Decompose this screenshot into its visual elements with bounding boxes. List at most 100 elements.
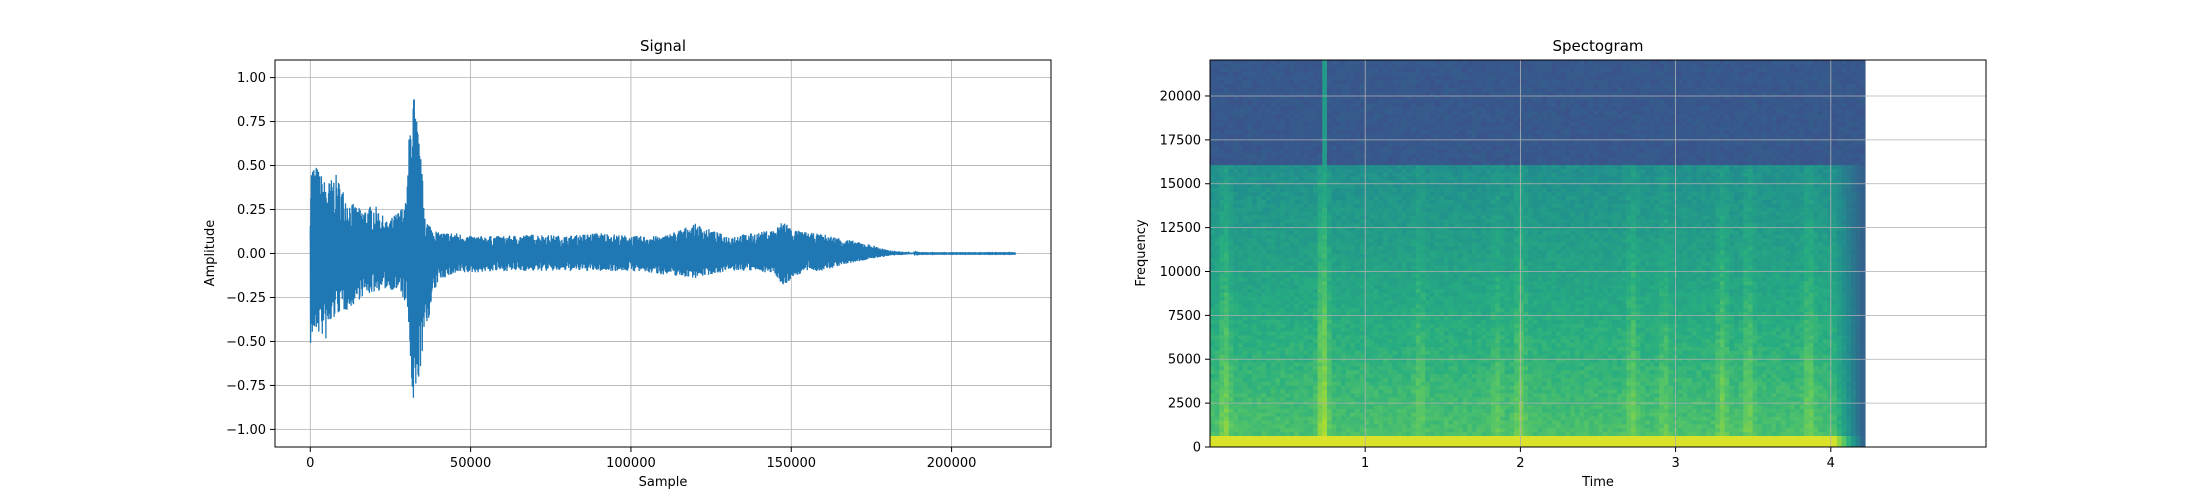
spectrogram-cell xyxy=(1233,125,1239,131)
spectrogram-cell xyxy=(1266,261,1272,266)
spectrogram-cell xyxy=(1415,261,1422,266)
spectrogram-cell xyxy=(1425,110,1431,115)
spectrogram-cell xyxy=(1340,203,1347,208)
spectrogram-cell xyxy=(1355,249,1361,255)
spectrogram-cell xyxy=(1294,292,1300,297)
spectrogram-cell xyxy=(1252,172,1258,177)
signal-x-tick-label: 50000 xyxy=(450,456,491,471)
spectrogram-cell xyxy=(1406,245,1412,251)
spectrogram-cell xyxy=(1247,79,1253,84)
spectrogram-cell xyxy=(1317,118,1323,123)
spectrogram-cell xyxy=(1411,303,1417,309)
spectrogram-cell xyxy=(1345,323,1351,328)
spectrogram-cell xyxy=(1312,323,1319,328)
spectrogram-cell xyxy=(1256,114,1263,119)
spectrogram-cell xyxy=(1256,118,1263,123)
spectrogram-cell xyxy=(1312,373,1319,378)
spectrogram-cell xyxy=(1266,288,1272,293)
spectrogram-cell xyxy=(1331,315,1337,320)
spectrogram-cell xyxy=(1369,296,1375,301)
spectrogram-cell xyxy=(1317,102,1323,108)
spectrogram-cell xyxy=(1331,218,1337,224)
spectrogram-cell xyxy=(1289,388,1295,394)
spectrogram-cell xyxy=(1350,443,1356,447)
spectrogram-cell xyxy=(1242,106,1249,111)
spectrogram-cell xyxy=(1397,435,1403,440)
spectrogram-cell xyxy=(1224,284,1230,289)
spectrogram-cell xyxy=(1210,75,1216,80)
spectrogram-cell xyxy=(1256,110,1263,115)
spectrogram-cell xyxy=(1261,404,1267,409)
spectrogram-cell xyxy=(1298,118,1305,123)
spectrogram-cell xyxy=(1252,369,1258,375)
spectrogram-cell xyxy=(1411,296,1417,301)
spectrogram-cell xyxy=(1210,303,1216,309)
spectrogram-cell xyxy=(1247,199,1253,204)
spectrogram-cell xyxy=(1224,342,1230,347)
spectrogram-cell xyxy=(1331,404,1337,409)
spectrogram-cell xyxy=(1411,183,1417,189)
spectrogram-cell xyxy=(1425,249,1431,255)
spectrogram-cell xyxy=(1326,323,1333,328)
spectrogram-cell xyxy=(1355,141,1361,146)
spectrogram-cell xyxy=(1411,60,1417,65)
spectrogram-cell xyxy=(1387,245,1394,251)
spectrogram-cell xyxy=(1425,203,1431,208)
spectrogram-cell xyxy=(1411,292,1417,297)
spectrogram-cell xyxy=(1420,207,1426,212)
spectrogram-cell xyxy=(1406,160,1412,166)
spectrogram-cell xyxy=(1359,210,1365,216)
spectrogram-cell xyxy=(1228,83,1234,88)
spectrogram-cell xyxy=(1261,311,1267,317)
spectrogram-cell xyxy=(1317,439,1323,444)
spectrogram-cell xyxy=(1238,203,1244,208)
spectrogram-cell xyxy=(1420,195,1426,200)
spectrogram-cell xyxy=(1214,210,1220,216)
spectrogram-cell xyxy=(1397,214,1403,220)
spectrogram-cell xyxy=(1364,114,1370,119)
spectrogram-cell xyxy=(1303,412,1309,417)
spectrogram-cell xyxy=(1411,323,1417,328)
spectrogram-cell xyxy=(1233,149,1239,154)
spectrogram-cell xyxy=(1415,238,1422,243)
spectrogram-cell xyxy=(1270,149,1277,154)
spectrogram-cell xyxy=(1378,361,1384,367)
spectrogram-cell xyxy=(1340,152,1347,158)
spectrogram-cell xyxy=(1425,207,1431,212)
spectrogram-cell xyxy=(1308,152,1314,158)
spectrogram-cell xyxy=(1298,87,1305,92)
spectrogram-cell xyxy=(1331,350,1337,355)
spectrogram-cell xyxy=(1355,106,1361,111)
spectrogram-cell xyxy=(1350,172,1356,177)
spectrogram-cell xyxy=(1340,241,1347,247)
spectrogram-cell xyxy=(1359,230,1365,235)
spectrogram-cell xyxy=(1280,160,1286,166)
spectrogram-cell xyxy=(1401,79,1408,84)
spectrogram-cell xyxy=(1214,338,1220,344)
spectrogram-cell xyxy=(1289,443,1295,447)
spectrogram-cell xyxy=(1397,284,1403,289)
spectrogram-cell xyxy=(1224,303,1230,309)
spectrogram-cell xyxy=(1392,373,1398,378)
spectrogram-cell xyxy=(1420,187,1426,193)
spectrogram-cell xyxy=(1256,125,1263,131)
spectrogram-cell xyxy=(1256,172,1263,177)
spectrogram-cell xyxy=(1359,168,1365,173)
spectrogram-cell xyxy=(1210,141,1216,146)
spectrogram-cell xyxy=(1224,179,1230,185)
spectrogram-cell xyxy=(1266,427,1272,433)
spectrogram-cell xyxy=(1312,195,1319,200)
spectrogram-cell xyxy=(1308,238,1314,243)
spectrogram-cell xyxy=(1312,423,1319,429)
spectrogram-cell xyxy=(1340,261,1347,266)
spectrogram-cell xyxy=(1406,230,1412,235)
spectrogram-cell xyxy=(1247,315,1253,320)
spectrogram-cell xyxy=(1298,67,1305,73)
spectrogram-cell xyxy=(1228,75,1234,80)
spectrogram-cell xyxy=(1397,230,1403,235)
spectrogram-cell xyxy=(1392,118,1398,123)
spectrogram-cell xyxy=(1331,419,1337,425)
spectrogram-cell xyxy=(1317,125,1323,131)
spectrogram-cell xyxy=(1238,245,1244,251)
